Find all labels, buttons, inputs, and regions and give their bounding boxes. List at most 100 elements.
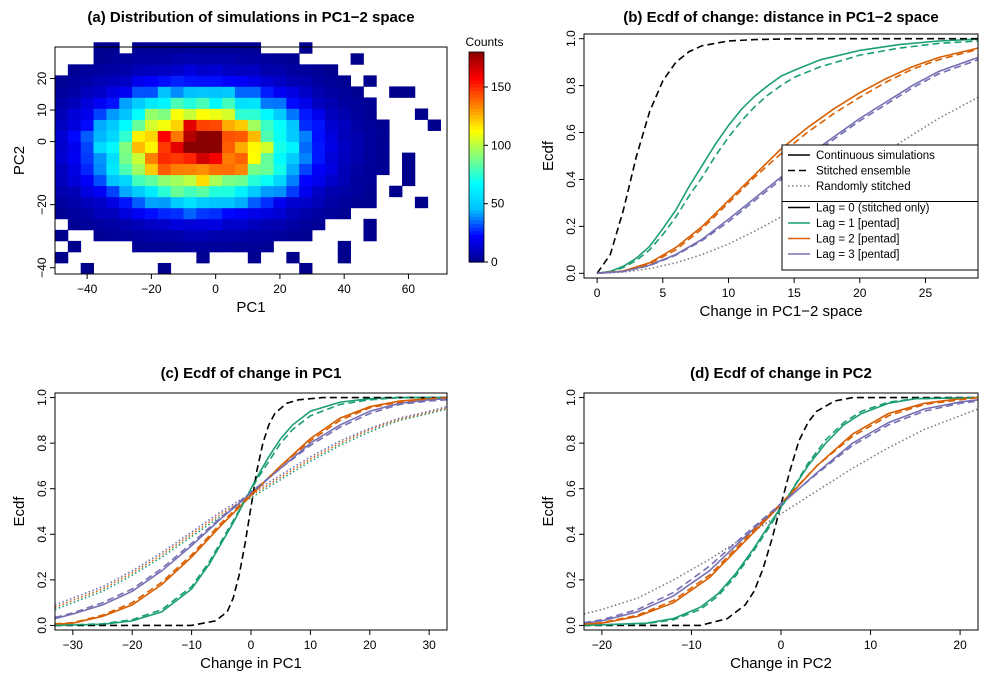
heatmap-cell xyxy=(286,163,300,176)
heatmap-cell xyxy=(273,196,287,209)
heatmap-cell xyxy=(312,119,326,131)
heatmap-cell xyxy=(209,53,223,65)
heatmap-cell xyxy=(376,130,390,142)
heatmap-cell xyxy=(55,229,69,242)
heatmap-cell xyxy=(144,196,159,209)
series-line-lag0-dashed xyxy=(596,37,978,274)
heatmap-cell xyxy=(402,174,416,187)
heatmap-cell xyxy=(312,207,326,220)
heatmap-cell xyxy=(234,218,249,231)
heatmap-cell xyxy=(234,174,249,187)
colorbar-swatch xyxy=(469,234,484,239)
heatmap-cell xyxy=(234,185,249,198)
y-tick-label: 0.0 xyxy=(564,265,578,282)
heatmap-cell xyxy=(286,97,300,109)
y-tick-label: 0.4 xyxy=(35,526,49,543)
heatmap-cell xyxy=(363,75,377,87)
heatmap-cell xyxy=(234,86,249,98)
heatmap-cell xyxy=(260,163,274,176)
heatmap-cell xyxy=(132,42,146,54)
heatmap-cell xyxy=(324,141,339,154)
heatmap-cell xyxy=(222,174,236,187)
heatmap-cell xyxy=(273,141,287,154)
x-tick-label: 0 xyxy=(778,638,785,652)
heatmap-cell xyxy=(93,207,107,220)
heatmap-cell xyxy=(157,130,172,142)
heatmap-cell xyxy=(119,174,133,187)
heatmap-cell xyxy=(299,97,313,109)
panel-c-axes: (c) Ecdf of change in PC1 −30 −20 −10 0 10 20 3… xyxy=(11,365,448,672)
heatmap-cell xyxy=(157,86,172,98)
colorbar-swatch xyxy=(469,209,484,214)
series-line-lag2-dashed xyxy=(55,396,447,625)
heatmap-cell xyxy=(324,152,339,165)
heatmap-cell xyxy=(80,207,94,220)
heatmap-cell xyxy=(376,119,390,131)
heatmap-cell xyxy=(260,75,274,87)
x-axis-label: Change in PC1−2 space xyxy=(699,303,862,320)
heatmap-cell xyxy=(299,119,313,131)
heatmap-cell xyxy=(157,53,172,65)
heatmap-cell xyxy=(299,262,313,275)
heatmap-cell xyxy=(234,152,249,165)
heatmap-cell xyxy=(170,141,184,154)
colorbar-swatch xyxy=(469,143,484,148)
heatmap-cell xyxy=(350,53,364,65)
heatmap-cell xyxy=(196,97,210,109)
x-tick-label: 10 xyxy=(864,638,878,652)
y-axis-label: Ecdf xyxy=(540,496,557,527)
series-line-lag3-solid xyxy=(584,399,978,624)
heatmap-cell xyxy=(350,86,364,98)
heatmap-cell xyxy=(337,119,352,131)
heatmap-cell xyxy=(324,108,339,120)
heatmap-cell xyxy=(67,86,82,98)
heatmap-cell xyxy=(144,97,159,109)
heatmap-cell xyxy=(183,152,197,165)
heatmap-cell xyxy=(273,185,287,198)
heatmap-cell xyxy=(93,97,107,109)
heatmap-cell xyxy=(350,196,364,209)
heatmap-cell xyxy=(170,152,184,165)
heatmap-cell xyxy=(350,185,364,198)
heatmap-cell xyxy=(312,218,326,231)
heatmap-cell xyxy=(119,163,133,176)
heatmap-cell xyxy=(337,108,352,120)
legend-box xyxy=(781,144,979,271)
heatmap-cell xyxy=(157,229,172,242)
heatmap-cell xyxy=(183,86,197,98)
heatmap-cell xyxy=(183,108,197,120)
heatmap-cell xyxy=(299,185,313,198)
y-tick-label: 0.6 xyxy=(564,124,578,141)
heatmap-cell xyxy=(93,86,107,98)
series-line-lag1-solid xyxy=(584,396,978,627)
heatmap-cell xyxy=(324,174,339,187)
heatmap-cell xyxy=(234,75,249,87)
heatmap-cell xyxy=(234,108,249,120)
heatmap-cell xyxy=(55,75,69,87)
colorbar-swatch xyxy=(469,181,484,186)
heatmap-cell xyxy=(350,152,364,165)
colorbar-swatch xyxy=(469,216,484,221)
heatmap-cell xyxy=(67,130,82,142)
heatmap-cell xyxy=(157,218,172,231)
heatmap-cell xyxy=(93,229,107,242)
heatmap-cell xyxy=(260,86,274,98)
series-line-lag1-dashed xyxy=(584,396,978,627)
heatmap-cell xyxy=(324,163,339,176)
heatmap-cell xyxy=(80,262,94,275)
heatmap-cell xyxy=(170,207,184,220)
heatmap-cell xyxy=(183,196,197,209)
colorbar-swatch xyxy=(469,223,484,228)
x-tick-label: 40 xyxy=(338,282,352,296)
heatmap-cell xyxy=(55,108,69,120)
heatmap-cell xyxy=(67,141,82,154)
heatmap-cell xyxy=(67,185,82,198)
heatmap-cell xyxy=(183,130,197,142)
y-axis-label: Ecdf xyxy=(540,140,557,171)
heatmap-cell xyxy=(299,86,313,98)
heatmap-cell xyxy=(389,185,403,198)
heatmap-cell xyxy=(299,141,313,154)
colorbar-swatch xyxy=(469,258,484,263)
heatmap-cell xyxy=(324,130,339,142)
